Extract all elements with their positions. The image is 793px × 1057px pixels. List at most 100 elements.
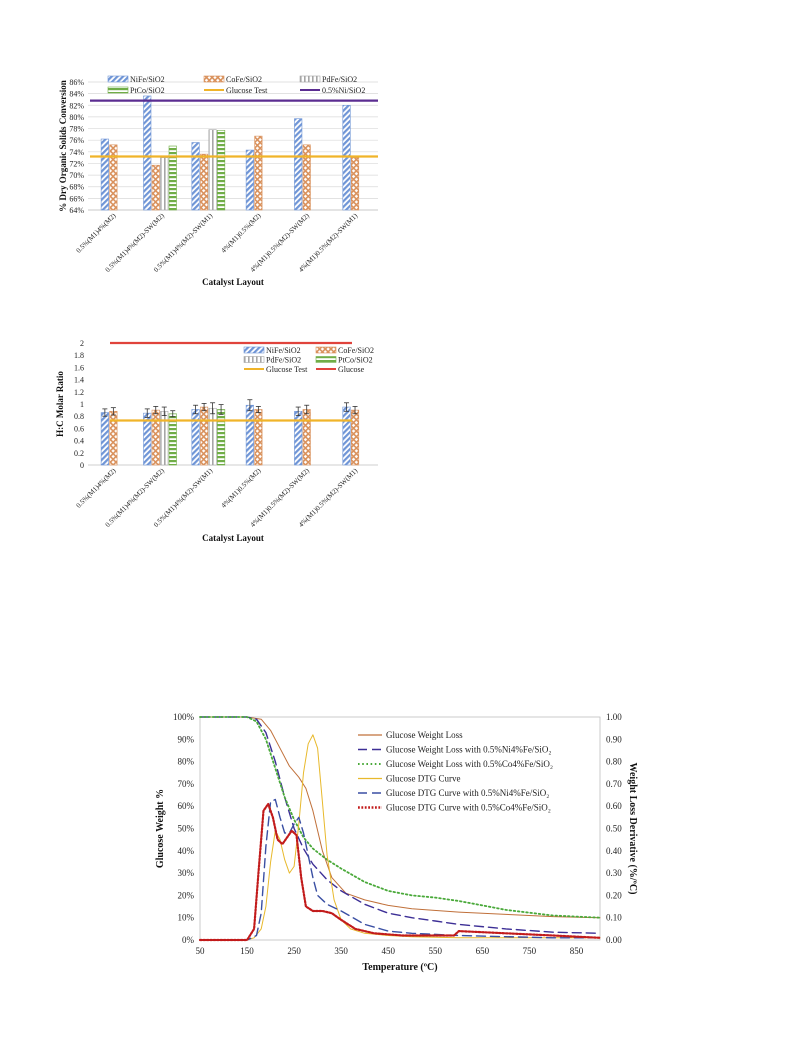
tga-y2-tick-label: 0.40 bbox=[606, 846, 622, 856]
tga-y-tick-label: 50% bbox=[178, 824, 195, 834]
tga-y2-tick-label: 0.30 bbox=[606, 868, 622, 878]
tga-y2-tick-label: 0.10 bbox=[606, 913, 622, 923]
tga-series-line bbox=[199, 716, 601, 919]
hc-ratio-y-tick-label: 0.4 bbox=[74, 437, 84, 446]
hc-ratio-bar bbox=[342, 406, 351, 466]
tga-series-line bbox=[199, 716, 601, 919]
conversion-legend-label: NiFe/SiO2 bbox=[130, 75, 165, 84]
tga-legend-label: Glucose DTG Curve bbox=[386, 774, 460, 784]
tga-legend-label: Glucose Weight Loss bbox=[386, 730, 463, 740]
conversion-y-tick-label: 86% bbox=[69, 78, 84, 87]
conversion-legend-label: 0.5%Ni/SiO2 bbox=[322, 86, 365, 95]
hc-ratio-bar bbox=[254, 409, 263, 466]
hc-ratio-y-tick-label: 1.4 bbox=[74, 376, 84, 385]
hc-ratio-y-tick-label: 2 bbox=[80, 339, 84, 348]
tga-y-tick-label: 10% bbox=[178, 913, 195, 923]
hc-ratio-legend-label: PdFe/SiO2 bbox=[266, 356, 301, 365]
hc-ratio-bar bbox=[200, 406, 209, 466]
conversion-legend-label: CoFe/SiO2 bbox=[226, 75, 262, 84]
hc-ratio-y-tick-label: 0.2 bbox=[74, 449, 84, 458]
tga-y2-tick-label: 0.80 bbox=[606, 757, 622, 767]
hc-ratio-y-tick-label: 1.8 bbox=[74, 351, 84, 360]
tga-series-line bbox=[199, 716, 601, 934]
tga-y-tick-label: 70% bbox=[178, 779, 195, 789]
conversion-y-tick-label: 66% bbox=[69, 194, 84, 203]
hc-ratio-y-tick-label: 1.6 bbox=[74, 363, 84, 372]
hc-ratio-y-tick-label: 1 bbox=[80, 400, 84, 409]
conversion-bar bbox=[245, 149, 254, 211]
conversion-legend-swatch bbox=[299, 75, 321, 83]
conversion-category-label: 4%(M1)0.5%(M2) bbox=[220, 211, 263, 254]
hc-ratio-bar bbox=[100, 412, 109, 466]
hc-ratio-bar bbox=[217, 409, 226, 466]
conversion-bar bbox=[191, 142, 200, 211]
conversion-y-tick-label: 70% bbox=[69, 171, 84, 180]
conversion-y-tick-label: 84% bbox=[69, 90, 84, 99]
hc-ratio-bar bbox=[350, 409, 360, 466]
tga-x-tick-label: 350 bbox=[334, 946, 348, 956]
hc-ratio-legend-swatch bbox=[243, 346, 265, 354]
tga-y2-tick-label: 0.90 bbox=[606, 734, 622, 744]
conversion-bar bbox=[100, 138, 109, 211]
tga-legend-label: Glucose Weight Loss with 0.5%Co4%Fe/SiO₂ bbox=[386, 759, 553, 769]
conversion-bar bbox=[200, 153, 209, 211]
hc-ratio-bar bbox=[191, 409, 200, 466]
tga-x-tick-label: 50 bbox=[196, 946, 206, 956]
tga-chart: 0% 0.00 10% 0.10 20% 0.20 30% 0.30 40% 0.40 50% 0.5… bbox=[155, 712, 638, 973]
hc-ratio-y-tick-label: 0.6 bbox=[74, 424, 84, 433]
conversion-bar bbox=[294, 118, 303, 211]
conversion-legend-label: PtCo/SiO2 bbox=[130, 86, 165, 95]
tga-y2-axis-title: Weight Loss Derivative (%/ºC) bbox=[627, 763, 638, 895]
conversion-legend-swatch bbox=[107, 75, 129, 83]
conversion-bar bbox=[168, 145, 177, 211]
hc-ratio-category-label: 4%(M1)0.5%(M2) bbox=[220, 466, 263, 509]
hc-ratio-bar bbox=[245, 404, 254, 466]
hc-ratio-bar bbox=[208, 407, 217, 466]
tga-y-axis-title: Glucose Weight % bbox=[155, 789, 166, 868]
tga-y-tick-label: 100% bbox=[173, 712, 195, 722]
conversion-y-tick-label: 74% bbox=[69, 148, 84, 157]
hc-ratio-y-tick-label: 0 bbox=[80, 461, 84, 470]
hc-ratio-category-label: 0.5%(M1)4%(M2) bbox=[75, 466, 118, 509]
hc-ratio-y-tick-label: 1.2 bbox=[74, 388, 84, 397]
tga-series-line bbox=[199, 798, 601, 941]
tga-y-tick-label: 30% bbox=[178, 868, 195, 878]
hc-ratio-y-axis-title: H:C Molar Ratio bbox=[55, 371, 65, 437]
hc-ratio-bar bbox=[302, 409, 311, 466]
conversion-bar bbox=[302, 144, 311, 211]
tga-x-tick-label: 150 bbox=[240, 946, 254, 956]
tga-legend-label: Glucose DTG Curve with 0.5%Co4%Fe/SiO₂ bbox=[386, 803, 551, 813]
hc-ratio-legend-label: Glucose bbox=[338, 365, 365, 374]
conversion-category-label: 0.5%(M1)4%(M2) bbox=[75, 211, 118, 254]
tga-x-tick-label: 550 bbox=[429, 946, 443, 956]
tga-y-tick-label: 60% bbox=[178, 801, 195, 811]
tga-x-tick-label: 650 bbox=[476, 946, 490, 956]
tga-y-tick-label: 20% bbox=[178, 890, 195, 900]
tga-series-line bbox=[198, 802, 602, 942]
hc-ratio-legend-label: Glucose Test bbox=[266, 365, 308, 374]
hc-ratio-legend-label: PtCo/SiO2 bbox=[338, 356, 373, 365]
hc-ratio-x-axis-title: Catalyst Layout bbox=[202, 533, 264, 543]
conversion-legend-swatch bbox=[107, 86, 129, 94]
tga-x-tick-label: 250 bbox=[287, 946, 301, 956]
hc-ratio-legend-swatch bbox=[315, 346, 337, 354]
tga-legend-label: Glucose Weight Loss with 0.5%Ni4%Fe/SiO₂ bbox=[386, 745, 552, 755]
conversion-chart: 64% 66% 68% 70% 72% 74% 76% 78% 80% 82% 84% 86% 0.5%… bbox=[58, 75, 378, 287]
tga-x-tick-label: 850 bbox=[570, 946, 584, 956]
conversion-bar bbox=[151, 164, 160, 211]
conversion-legend-label: Glucose Test bbox=[226, 86, 268, 95]
conversion-y-tick-label: 64% bbox=[69, 206, 84, 215]
conversion-y-tick-label: 72% bbox=[69, 159, 84, 168]
tga-y-tick-label: 90% bbox=[178, 734, 195, 744]
conversion-y-tick-label: 78% bbox=[69, 125, 84, 134]
tga-x-tick-label: 750 bbox=[523, 946, 537, 956]
tga-x-axis-title: Temperature (ºC) bbox=[362, 962, 437, 973]
conversion-y-axis-title: % Dry Organic Solids Conversion bbox=[58, 80, 68, 212]
conversion-y-tick-label: 82% bbox=[69, 101, 84, 110]
conversion-bar bbox=[350, 157, 360, 211]
tga-y2-tick-label: 0.00 bbox=[606, 935, 622, 945]
conversion-legend-swatch bbox=[203, 75, 225, 83]
conversion-y-tick-label: 76% bbox=[69, 136, 84, 145]
tga-y2-tick-label: 0.70 bbox=[606, 779, 622, 789]
